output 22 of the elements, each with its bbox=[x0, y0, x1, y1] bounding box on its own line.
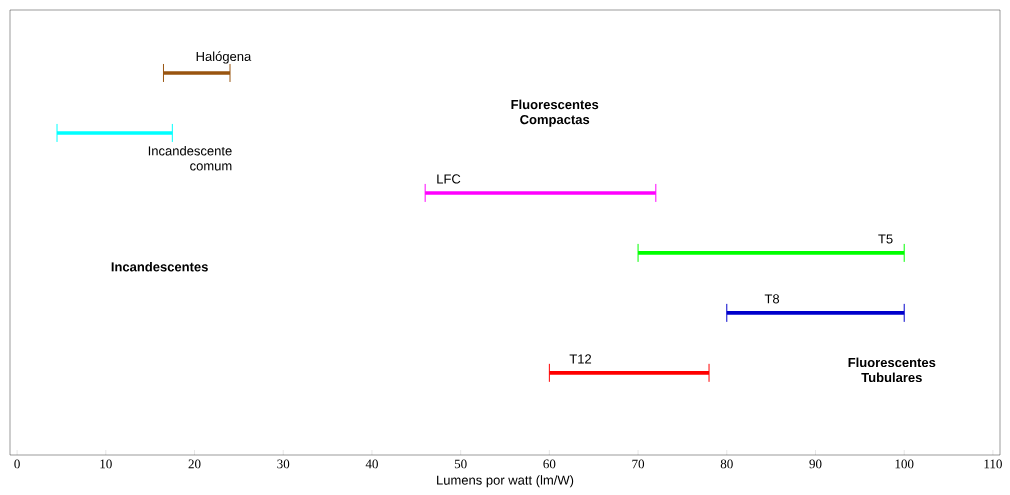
x-tick-label: 40 bbox=[365, 459, 378, 469]
y-tick-label: T5 bbox=[878, 234, 893, 244]
x-tick-label: 20 bbox=[188, 459, 201, 469]
x-tick-label: 0 bbox=[14, 459, 20, 469]
x-tick-label: 70 bbox=[632, 459, 645, 469]
x-tick-label: 60 bbox=[543, 459, 556, 469]
annotation: Fluorescentes Compactas bbox=[511, 99, 599, 127]
x-tick-label: 30 bbox=[277, 459, 290, 469]
annotation: Incandescentes bbox=[111, 261, 208, 272]
x-tick-label: 100 bbox=[895, 459, 914, 469]
x-tick-label: 80 bbox=[720, 459, 733, 469]
y-tick-label: LFC bbox=[437, 174, 461, 184]
x-tick-label: 90 bbox=[809, 459, 822, 469]
y-tick-label: T8 bbox=[764, 294, 780, 304]
annotation: Fluorescentes Tubulares bbox=[848, 357, 936, 383]
x-tick-label: 50 bbox=[454, 459, 467, 469]
y-tick-label: Incandescente comum bbox=[148, 145, 232, 171]
x-axis-title: Lumens por watt (lm/W) bbox=[437, 475, 574, 488]
x-tick-label: 10 bbox=[100, 459, 112, 469]
y-tick-label: T12 bbox=[569, 354, 592, 364]
x-tick-label: 110 bbox=[984, 459, 1002, 469]
y-tick-label: Halógena bbox=[196, 51, 252, 64]
